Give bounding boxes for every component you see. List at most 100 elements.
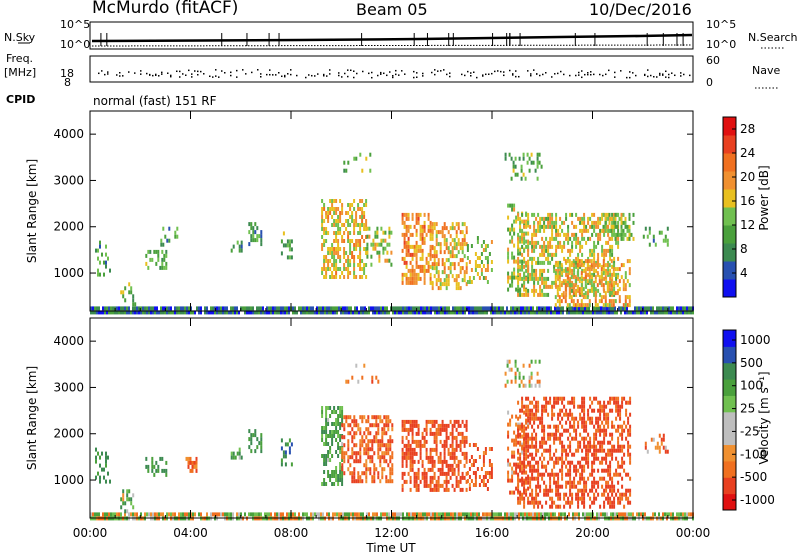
echo-cell — [580, 259, 583, 264]
echo-cell — [604, 216, 607, 221]
echo-cell — [321, 211, 324, 215]
echo-cell — [244, 310, 246, 315]
echo-cell — [95, 475, 97, 480]
echo-cell — [626, 295, 629, 300]
echo-cell — [517, 292, 520, 297]
echo-cell — [488, 459, 491, 463]
echo-cell — [446, 306, 448, 311]
echo-cell — [155, 460, 158, 465]
echo-cell — [407, 419, 410, 424]
echo-cell — [327, 458, 330, 462]
echo-cell — [382, 246, 385, 251]
echo-cell — [526, 310, 528, 315]
echo-cell — [343, 471, 346, 476]
echo-cell — [482, 451, 485, 455]
echo-cell — [286, 310, 288, 315]
echo-cell — [363, 271, 366, 275]
echo-cell — [555, 228, 558, 233]
echo-cell — [370, 306, 372, 311]
echo-cell — [443, 479, 446, 484]
echo-cell — [449, 242, 452, 247]
echo-cell — [580, 310, 582, 315]
echo-cell — [523, 428, 526, 433]
echo-cell — [401, 463, 404, 468]
echo-cell — [524, 306, 526, 311]
echo-cell — [353, 259, 356, 263]
echo-cell — [594, 295, 597, 300]
echo-cell — [383, 431, 386, 436]
echo-cell — [339, 450, 342, 454]
echo-cell — [531, 256, 534, 261]
echo-cell — [509, 478, 512, 483]
echo-cell — [431, 282, 434, 287]
echo-cell — [195, 468, 198, 473]
echo-cell — [126, 489, 129, 494]
echo-cell — [152, 512, 154, 517]
echo-cell — [442, 512, 444, 517]
echo-cell — [613, 448, 616, 453]
echo-cell — [531, 232, 534, 237]
echo-cell — [443, 238, 446, 243]
echo-cell — [580, 271, 583, 276]
echo-cell — [359, 247, 362, 251]
echo-cell — [420, 512, 422, 517]
echo-cell — [421, 443, 424, 448]
echo-cell — [97, 272, 99, 277]
echo-cell — [603, 440, 606, 445]
echo-cell — [562, 295, 565, 300]
echo-cell — [357, 471, 360, 476]
echo-cell — [541, 276, 544, 281]
echo-cell — [140, 512, 142, 517]
echo-cell — [582, 303, 585, 308]
y-tick-label: 1000 — [53, 266, 84, 280]
echo-cell — [431, 423, 434, 428]
echo-cell — [327, 450, 330, 454]
echo-cell — [583, 220, 586, 225]
echo-cell — [486, 310, 488, 315]
echo-cell — [447, 479, 450, 484]
echo-cell — [549, 244, 552, 249]
echo-cell — [472, 276, 475, 280]
echo-cell — [445, 258, 448, 263]
echo-cell — [569, 412, 572, 417]
echo-cell — [549, 284, 552, 289]
echo-cell — [250, 433, 253, 438]
echo-cell — [346, 306, 348, 311]
echo-cell — [587, 456, 590, 461]
echo-cell — [256, 437, 259, 442]
echo-cell — [603, 456, 606, 461]
echo-cell — [486, 260, 489, 264]
echo-cell — [549, 496, 552, 501]
echo-cell — [610, 259, 613, 264]
echo-cell — [598, 306, 600, 311]
echo-cell — [521, 424, 524, 429]
echo-cell — [238, 248, 241, 253]
echo-cell — [583, 440, 586, 445]
echo-cell — [409, 268, 412, 273]
echo-cell — [417, 427, 420, 432]
echo-cell — [539, 268, 542, 273]
echo-cell — [621, 400, 624, 405]
echo-cell — [525, 480, 528, 485]
echo-cell — [527, 496, 530, 501]
echo-cell — [335, 263, 338, 267]
echo-cell — [611, 444, 614, 449]
echo-cell — [165, 460, 168, 465]
echo-cell — [664, 238, 667, 243]
echo-cell — [535, 400, 538, 405]
echo-cell — [528, 512, 530, 517]
echo-cell — [375, 419, 378, 424]
echo-cell — [528, 363, 531, 368]
echo-cell — [517, 212, 520, 217]
echo-cell — [416, 512, 418, 517]
echo-cell — [527, 448, 530, 453]
echo-cell — [413, 276, 416, 281]
echo-cell — [417, 244, 420, 249]
echo-cell — [276, 512, 278, 517]
echo-cell — [593, 448, 596, 453]
echo-cell — [413, 252, 416, 257]
echo-cell — [343, 247, 346, 251]
echo-cell — [384, 310, 386, 315]
echo-cell — [357, 475, 360, 480]
echo-cell — [276, 306, 278, 311]
